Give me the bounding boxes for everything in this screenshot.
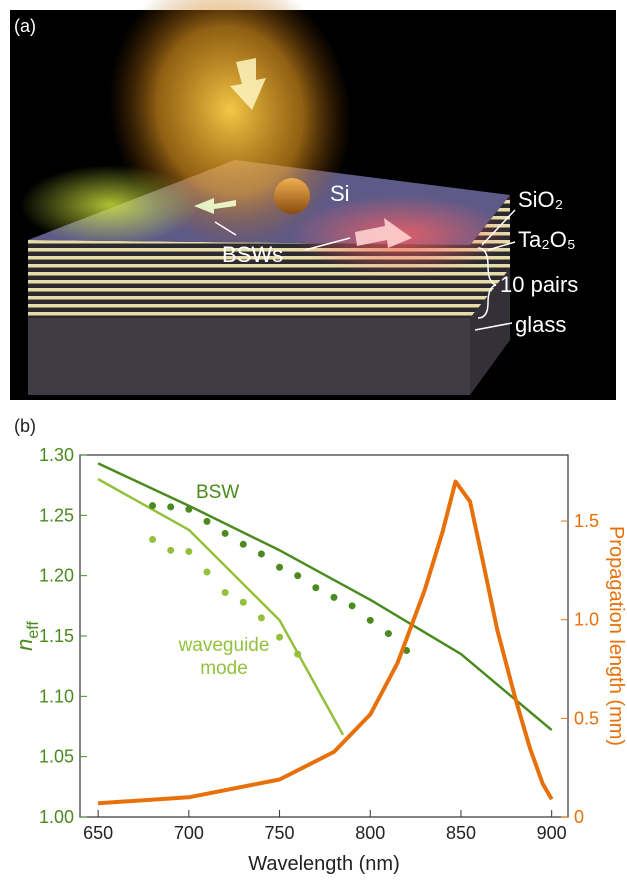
y2-tick-label: 0.5: [574, 708, 599, 728]
leader: [304, 237, 351, 251]
red-arrow: [355, 218, 412, 248]
data-dot: [257, 614, 265, 622]
data-dot: [167, 546, 175, 554]
data-dot: [366, 616, 374, 624]
data-dot: [294, 572, 302, 580]
si-sphere: [274, 178, 310, 214]
panel-a: (a) Si SiO₂ Ta₂O₅ 10 pairs glass BSWs: [10, 0, 616, 400]
leader: [481, 209, 516, 246]
data-dot: [276, 563, 284, 571]
x-tick-label: 650: [83, 823, 113, 843]
leader: [474, 322, 513, 331]
label: SiO₂: [518, 187, 563, 212]
data-dot: [257, 550, 265, 558]
y-tick-label: 1.10: [39, 686, 74, 706]
panel-label: (b): [14, 416, 36, 436]
data-dot: [348, 602, 356, 610]
data-dot: [294, 650, 302, 658]
leader: [214, 221, 237, 236]
y-tick-label: 1.15: [39, 626, 74, 646]
data-dot: [167, 503, 175, 511]
label: BSWs: [222, 242, 283, 267]
annotation: waveguide: [178, 635, 270, 656]
data-dot: [221, 589, 229, 597]
y-tick-label: 1.00: [39, 807, 74, 827]
x-tick-label: 900: [537, 823, 567, 843]
brace: [477, 247, 497, 319]
series-line: [97, 478, 345, 736]
y-axis-label: neff: [12, 621, 42, 651]
label: 10 pairs: [500, 272, 578, 297]
y-tick-label: 1.30: [39, 445, 74, 465]
data-dot: [149, 502, 157, 510]
data-dot: [203, 517, 211, 525]
x-tick-label: 850: [446, 823, 476, 843]
series-line: [97, 462, 553, 732]
data-dot: [149, 535, 157, 543]
data-dot: [276, 633, 284, 641]
y-axis-label-main: n: [12, 639, 37, 651]
x-tick-label: 700: [174, 823, 204, 843]
green-glow: [20, 165, 200, 245]
x-axis-label: Wavelength (nm): [248, 853, 400, 875]
data-dot: [185, 548, 193, 556]
data-dot: [185, 505, 193, 513]
label: Ta₂O₅: [518, 227, 576, 252]
x-tick-label: 750: [265, 823, 295, 843]
panel-label: (a): [14, 16, 36, 36]
series-line: [97, 479, 554, 806]
y-tick-label: 1.20: [39, 566, 74, 586]
data-dot: [239, 598, 247, 606]
data-dot: [330, 593, 338, 601]
y-tick-label: 1.25: [39, 505, 74, 525]
green-arrow: [194, 198, 236, 214]
y2-tick-label: 0: [574, 807, 584, 827]
data-dot: [312, 584, 320, 592]
x-tick-label: 800: [355, 823, 385, 843]
label: Si: [330, 181, 350, 206]
y-axis-label-sub: eff: [25, 621, 42, 639]
data-dot: [221, 529, 229, 537]
y2-tick-label: 1.5: [574, 511, 599, 531]
panel-b: (b) 650 700 750 800 850 9001.001.051.101.151.…: [12, 416, 627, 875]
y2-axis-label: Propagation length (mm): [605, 526, 627, 746]
data-dot: [384, 630, 392, 638]
incident-arrow: [230, 58, 266, 110]
label: glass: [515, 312, 566, 337]
leader: [487, 241, 516, 251]
data-dot: [239, 540, 247, 548]
y2-tick-label: 1.0: [574, 610, 599, 630]
y-tick-label: 1.05: [39, 747, 74, 767]
data-dot: [203, 568, 211, 576]
annotation: mode: [200, 658, 248, 679]
annotation: BSW: [196, 482, 239, 503]
